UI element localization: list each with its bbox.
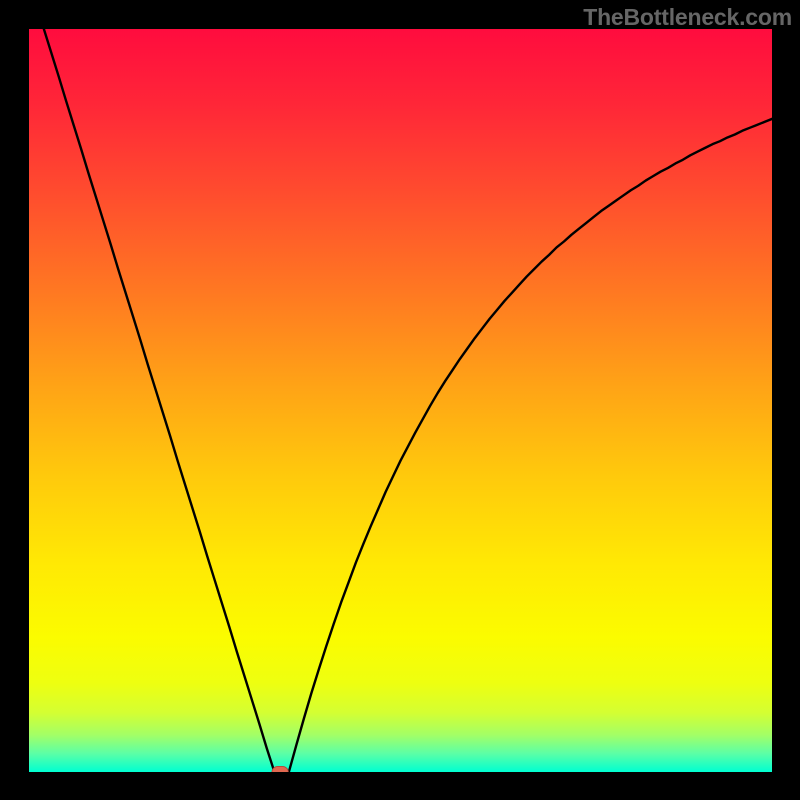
plot-background	[29, 29, 772, 772]
plot-svg	[29, 29, 772, 772]
optimum-marker	[272, 766, 288, 772]
stage: TheBottleneck.com	[0, 0, 800, 800]
plot-area	[29, 29, 772, 772]
watermark-text: TheBottleneck.com	[583, 0, 800, 33]
